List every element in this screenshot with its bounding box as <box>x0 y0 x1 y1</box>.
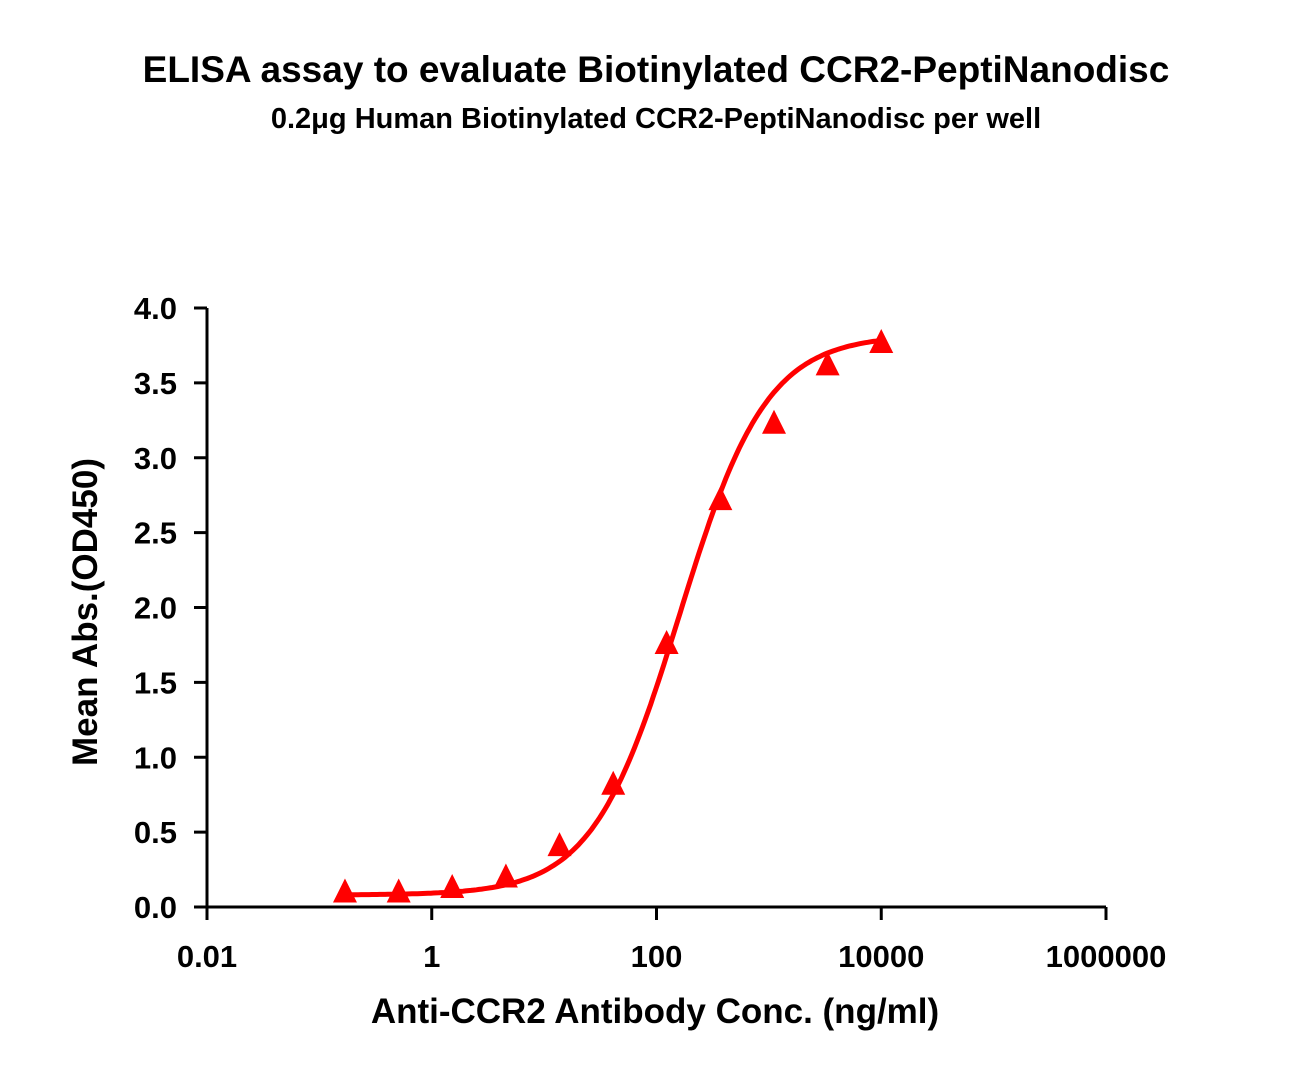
data-point-triangle <box>332 878 357 903</box>
data-point-triangle <box>440 874 465 899</box>
data-point-triangle <box>601 770 626 795</box>
fit-curve <box>344 337 882 898</box>
y-tick-label: 1.0 <box>134 740 177 775</box>
data-point-triangle <box>869 328 894 353</box>
y-tick-label: 1.5 <box>134 665 177 700</box>
y-tick-label: 3.0 <box>134 441 177 476</box>
data-point-triangle <box>708 486 733 511</box>
x-axis-label: Anti-CCR2 Antibody Conc. (ng/ml) <box>371 992 939 1031</box>
chart-subtitle: 0.2μg Human Biotinylated CCR2-PeptiNanod… <box>271 103 1041 135</box>
y-tick-label: 4.0 <box>134 291 177 326</box>
data-point-triangle <box>547 832 572 857</box>
data-point-triangle <box>815 351 840 376</box>
x-tick-label: 0.01 <box>177 939 237 974</box>
data-point-triangle <box>386 878 411 903</box>
chart-title: ELISA assay to evaluate Biotinylated CCR… <box>143 49 1170 90</box>
y-tick-label: 0.0 <box>134 890 177 925</box>
y-tick-label: 0.5 <box>134 815 177 850</box>
data-point-triangle <box>493 863 518 888</box>
data-point-triangle <box>654 629 679 654</box>
x-tick-label: 1000000 <box>1046 939 1167 974</box>
y-tick-label: 3.5 <box>134 366 177 401</box>
data-point-triangle <box>762 409 787 434</box>
x-tick-label: 1 <box>423 939 440 974</box>
y-axis-label: Mean Abs.(OD450) <box>66 458 105 766</box>
x-tick-label: 10000 <box>838 939 924 974</box>
y-tick-label: 2.0 <box>134 591 177 626</box>
x-tick-label: 100 <box>631 939 683 974</box>
y-tick-label: 2.5 <box>134 516 177 551</box>
